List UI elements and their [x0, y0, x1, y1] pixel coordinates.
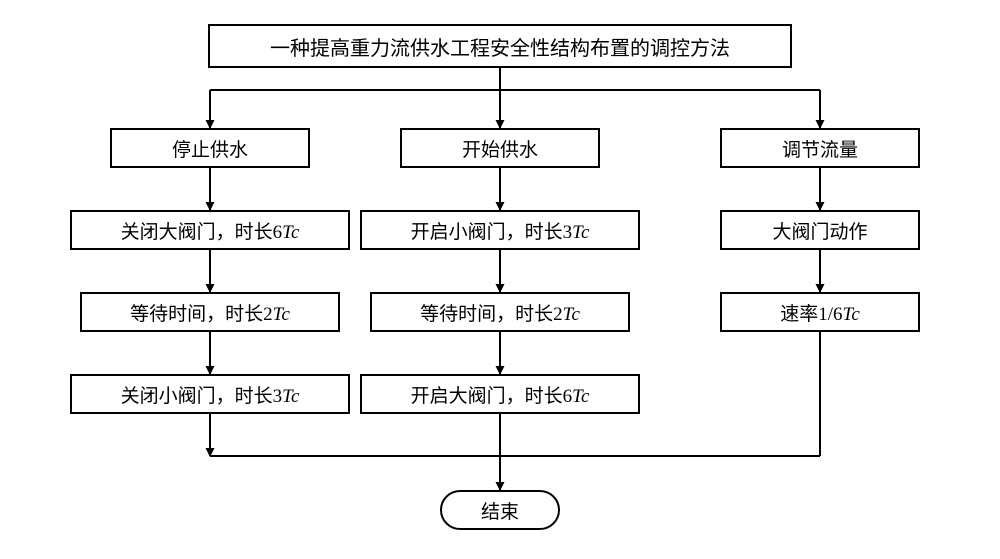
node-title: 一种提高重力流供水工程安全性结构布置的调控方法	[208, 24, 792, 68]
node-start2: 等待时间，时长2Tc	[370, 292, 630, 332]
node-start2-label: 等待时间，时长2Tc	[420, 299, 580, 326]
node-end-label: 结束	[481, 497, 519, 524]
node-adjust-label: 调节流量	[782, 135, 858, 162]
node-stop1-label: 关闭大阀门，时长6Tc	[121, 217, 300, 244]
node-start: 开始供水	[400, 128, 600, 168]
node-stop3-label: 关闭小阀门，时长3Tc	[121, 381, 300, 408]
node-start1: 开启小阀门，时长3Tc	[360, 210, 640, 250]
node-start-label: 开始供水	[462, 135, 538, 162]
node-start1-label: 开启小阀门，时长3Tc	[411, 217, 590, 244]
node-adjust1: 大阀门动作	[720, 210, 920, 250]
node-adjust2: 速率1/6Tc	[720, 292, 920, 332]
node-end: 结束	[440, 490, 560, 530]
node-adjust2-label: 速率1/6Tc	[780, 299, 860, 326]
node-stop3: 关闭小阀门，时长3Tc	[70, 374, 350, 414]
flowchart: 一种提高重力流供水工程安全性结构布置的调控方法停止供水关闭大阀门，时长6Tc 等待…	[0, 0, 1000, 559]
node-stop2: 等待时间，时长2Tc	[80, 292, 340, 332]
edges-layer	[0, 0, 1000, 559]
node-stop1: 关闭大阀门，时长6Tc	[70, 210, 350, 250]
node-stop2-label: 等待时间，时长2Tc	[130, 299, 290, 326]
node-adjust1-label: 大阀门动作	[772, 217, 867, 244]
node-adjust: 调节流量	[720, 128, 920, 168]
node-start3-label: 开启大阀门，时长6Tc	[411, 381, 590, 408]
node-title-label: 一种提高重力流供水工程安全性结构布置的调控方法	[270, 32, 730, 61]
node-stop-label: 停止供水	[172, 135, 248, 162]
node-start3: 开启大阀门，时长6Tc	[360, 374, 640, 414]
node-stop: 停止供水	[110, 128, 310, 168]
